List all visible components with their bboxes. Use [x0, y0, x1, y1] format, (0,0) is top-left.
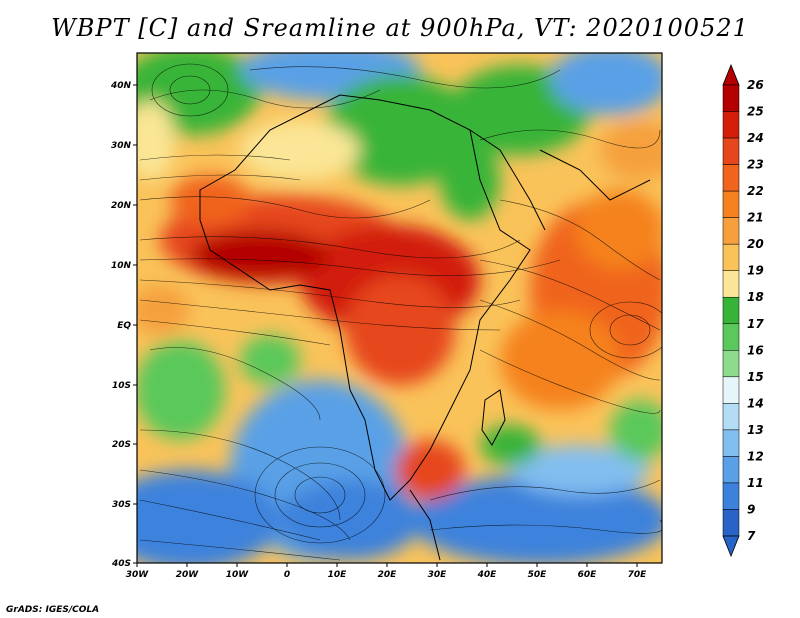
grads-credit: GrADS: IGES/COLA [6, 605, 100, 615]
lon-tick-label: 30E [428, 570, 448, 580]
lon-tick-label: 0 [284, 570, 290, 580]
lon-tick-label: 20W [176, 570, 200, 580]
lat-tick-label: 40S [111, 559, 131, 569]
colorbar-swatch [722, 84, 740, 112]
colorbar-label: 11 [747, 476, 764, 490]
colorbar-swatch [722, 376, 740, 404]
colorbar-label: 7 [747, 529, 756, 543]
lon-tick-label: 30W [126, 570, 150, 580]
colorbar-swatch [722, 243, 740, 271]
colorbar-label: 21 [747, 211, 764, 225]
colorbar-label: 13 [747, 423, 764, 437]
colorbar-top-arrow [722, 63, 740, 86]
lon-tick-label: 40E [477, 570, 498, 580]
colorbar-swatch [722, 323, 740, 351]
lon-tick-label: 70E [628, 570, 648, 580]
colorbar-label: 20 [747, 237, 764, 251]
colorbar-swatch [722, 296, 740, 325]
colorbar: 26 25 24 23 22 21 20 19 18 17 16 15 14 13 12 11 9 7 [722, 63, 764, 558]
colorbar-label: 12 [747, 449, 764, 463]
colorbar-swatch [722, 403, 740, 431]
colorbar-label: 26 [747, 78, 764, 92]
colorbar-label: 14 [747, 396, 764, 410]
lon-tick-label: 10E [328, 570, 348, 580]
colorbar-swatch [722, 111, 740, 139]
colorbar-label: 25 [747, 105, 764, 119]
colorbar-swatch [722, 137, 740, 165]
colorbar-swatch [722, 217, 740, 245]
streamlines [139, 63, 662, 561]
colorbar-swatch [722, 509, 740, 537]
colorbar-label: 17 [747, 317, 764, 331]
colorbar-label: 18 [747, 290, 764, 304]
colorbar-label: 24 [747, 131, 764, 145]
colorbar-label: 16 [747, 343, 764, 357]
lon-tick-label: 20E [378, 570, 398, 580]
colorbar-swatch [722, 164, 740, 192]
map-frame [136, 52, 663, 564]
colorbar-swatch [722, 482, 740, 510]
lon-tick-label: 50E [528, 570, 548, 580]
colorbar-label: 19 [747, 264, 764, 278]
lon-tick-label: 60E [578, 570, 598, 580]
colorbar-swatch [722, 190, 740, 218]
colorbar-swatch [722, 270, 740, 298]
lat-tick-label: 20N [111, 201, 132, 211]
colorbar-label: 9 [747, 502, 755, 516]
lat-tick-label: 10S [112, 381, 131, 391]
lat-tick-label: 30N [111, 141, 132, 151]
colorbar-swatch [722, 429, 740, 457]
lat-tick-label: 40N [110, 81, 132, 91]
colorbar-label: 23 [747, 158, 764, 172]
chart-title: WBPT [C] and Sreamline at 900hPa, VT: 20… [51, 14, 749, 42]
colorbar-label: 15 [747, 370, 764, 384]
colorbar-bottom-arrow [722, 535, 740, 558]
coastline [199, 94, 651, 561]
colorbar-swatch [722, 456, 740, 484]
lat-tick-label: 30S [112, 500, 131, 510]
colorbar-label: 22 [747, 184, 764, 198]
latitude-axis: 40N 30N 20N 10N EQ 10S 20S 30S 40S [110, 81, 137, 569]
longitude-axis: 30W 20W 10W 0 10E 20E 30E 40E 50E 60E 70… [126, 563, 647, 580]
wbpt-field [137, 53, 662, 563]
lat-tick-label: 20S [112, 440, 131, 450]
lat-tick-label: EQ [117, 321, 131, 331]
lat-tick-label: 10N [111, 261, 132, 271]
colorbar-swatch [722, 350, 740, 378]
lon-tick-label: 10W [226, 570, 250, 580]
